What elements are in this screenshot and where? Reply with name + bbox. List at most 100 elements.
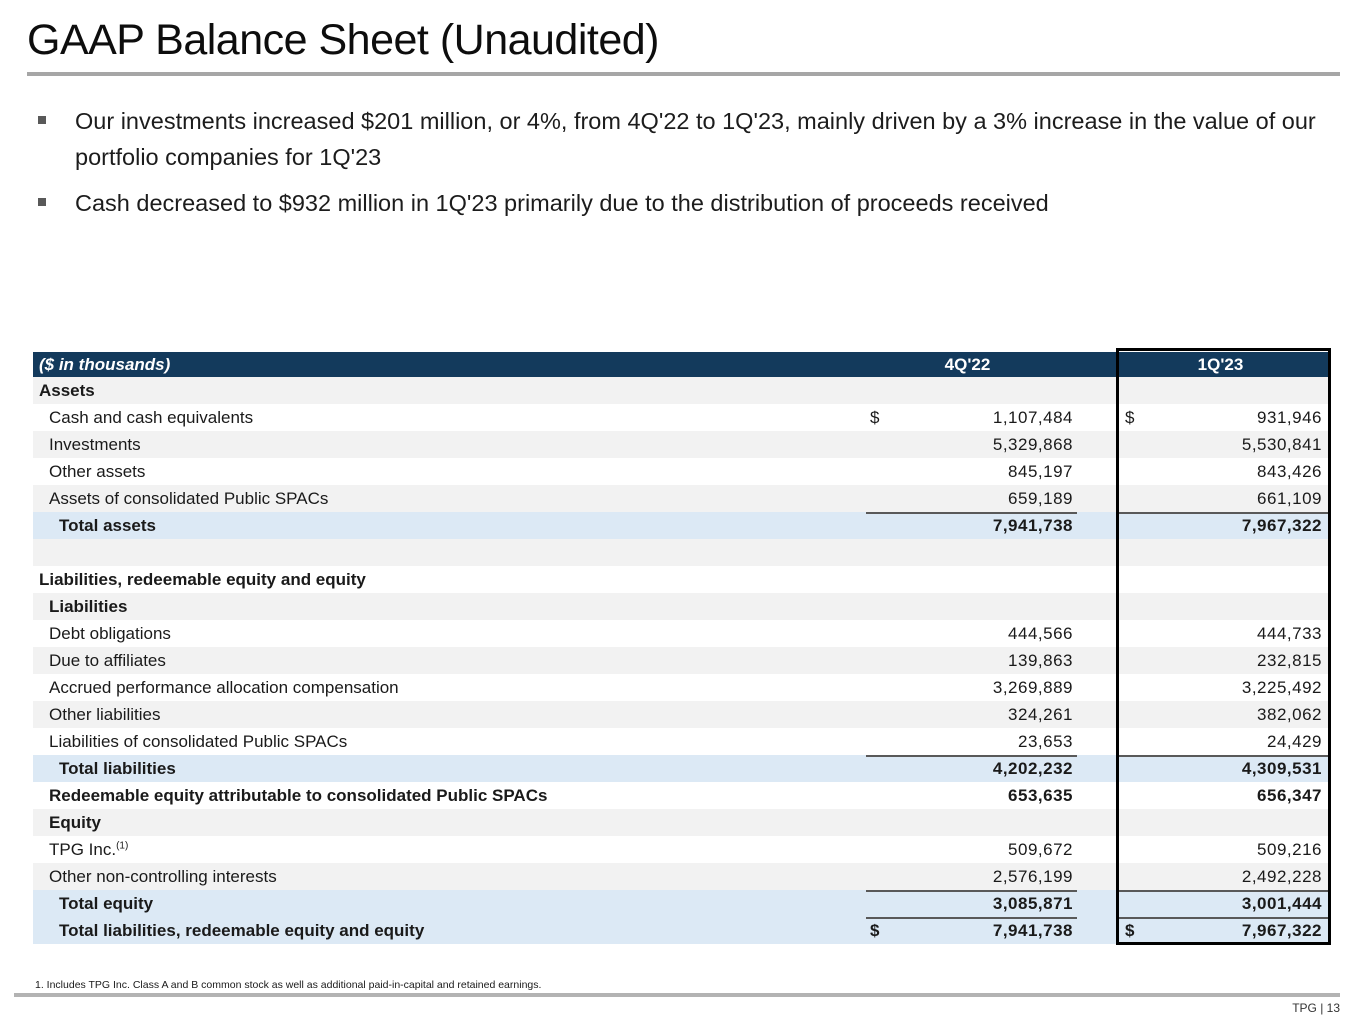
bullet-square-icon [38,185,75,221]
value-cell-1q23: 24,429 [1117,728,1330,755]
sum-line [1118,917,1328,919]
value-cell-4q22: $7,941,738 [862,917,1117,944]
cell-value: 444,566 [1008,623,1073,643]
bullet-text: Our investments increased $201 million, … [75,108,1316,170]
table-header-4q22: 4Q'22 [944,354,991,374]
bullet-list: Our investments increased $201 million, … [38,103,1338,221]
table-header-1q23: 1Q'23 [1197,354,1244,374]
table-row: Total assets 7,941,738 7,967,322 [33,512,1330,539]
table-row: Total liabilities, redeemable equity and… [33,917,1330,944]
value-cell-4q22: 2,576,199 [862,863,1117,890]
value-cell-4q22: 509,672 [862,836,1117,863]
value-cell-4q22: 3,269,889 [862,674,1117,701]
table-row: TPG Inc.(1) 509,672 509,216 [33,836,1330,863]
cell-value: 23,653 [1018,731,1073,751]
cell-value: 653,635 [1008,785,1073,805]
row-label: Assets [39,380,95,400]
value-cell-4q22: 659,189 [862,485,1117,512]
value-cell-4q22: 845,197 [862,458,1117,485]
dollar-sign: $ [870,407,880,427]
page-title: GAAP Balance Sheet (Unaudited) [27,16,660,64]
value-cell-1q23: 2,492,228 [1117,863,1330,890]
cell-value: 509,216 [1257,839,1322,859]
table-row: Accrued performance allocation compensat… [33,674,1330,701]
value-cell-4q22 [862,809,1117,836]
cell-value: 5,329,868 [992,434,1073,454]
cell-value: 845,197 [1008,461,1073,481]
value-cell-1q23: 661,109 [1117,485,1330,512]
cell-value: 2,576,199 [992,866,1073,886]
cell-value: 139,863 [1008,650,1073,670]
value-cell-1q23: 4,309,531 [1117,755,1330,782]
row-label: Other non-controlling interests [49,866,277,886]
cell-value: 3,085,871 [992,893,1073,913]
row-label: Liabilities [49,596,128,616]
table-row: Other liabilities 324,261 382,062 [33,701,1330,728]
balance-table-body: Assets Cash and cash equivalents $1,107,48… [33,377,1330,944]
sum-line [1118,512,1328,514]
sum-line [1118,890,1328,892]
table-row: Other non-controlling interests 2,576,199… [33,863,1330,890]
cell-value: 3,001,444 [1241,893,1322,913]
table-header-row: ($ in thousands) 4Q'22 1Q'23 [33,352,1330,377]
value-cell-4q22: $1,107,484 [862,404,1117,431]
value-cell-4q22: 23,653 [862,728,1117,755]
bullet-item: Cash decreased to $932 million in 1Q'23 … [38,185,1338,221]
table-row: Assets of consolidated Public SPACs 659,1… [33,485,1330,512]
value-cell-4q22 [862,593,1117,620]
bullet-square-icon [38,103,75,139]
value-cell-1q23 [1117,593,1330,620]
cell-value: 5,530,841 [1241,434,1322,454]
value-cell-1q23 [1117,809,1330,836]
sum-line [866,512,1077,514]
row-label: Due to affiliates [49,650,166,670]
table-row: Redeemable equity attributable to consol… [33,782,1330,809]
row-label: Investments [49,434,141,454]
value-cell-4q22: 4,202,232 [862,755,1117,782]
row-label: Debt obligations [49,623,171,643]
value-cell-1q23: 3,001,444 [1117,890,1330,917]
value-cell-1q23: 3,225,492 [1117,674,1330,701]
value-cell-1q23: 232,815 [1117,647,1330,674]
table-row: Due to affiliates 139,863 232,815 [33,647,1330,674]
value-cell-1q23: $7,967,322 [1117,917,1330,944]
value-cell-4q22: 139,863 [862,647,1117,674]
table-row: Debt obligations 444,566 444,733 [33,620,1330,647]
row-label: Other liabilities [49,704,161,724]
value-cell-4q22: 444,566 [862,620,1117,647]
dollar-sign: $ [1125,407,1135,427]
value-cell-4q22 [862,377,1117,404]
cell-value: 509,672 [1008,839,1073,859]
cell-value: 659,189 [1008,488,1073,508]
value-cell-1q23 [1117,377,1330,404]
row-label: Total liabilities, redeemable equity and… [59,920,425,940]
table-row: Investments 5,329,868 5,530,841 [33,431,1330,458]
row-label: Equity [49,812,101,832]
value-cell-1q23: 843,426 [1117,458,1330,485]
row-label: Total equity [59,893,154,913]
row-label: Liabilities, redeemable equity and equit… [39,569,366,589]
sum-line [866,917,1077,919]
table-row: Liabilities of consolidated Public SPACs… [33,728,1330,755]
cell-value: 661,109 [1257,488,1322,508]
value-cell-1q23: 444,733 [1117,620,1330,647]
cell-value: 843,426 [1257,461,1322,481]
cell-value: 931,946 [1257,407,1322,427]
title-divider [27,72,1340,76]
row-label: Accrued performance allocation compensat… [49,677,399,697]
value-cell-1q23: 382,062 [1117,701,1330,728]
table-row: Equity [33,809,1330,836]
cell-value: 7,967,322 [1241,920,1322,940]
cell-value: 24,429 [1267,731,1322,751]
row-label: Other assets [49,461,146,481]
value-cell-1q23: 7,967,322 [1117,512,1330,539]
cell-value: 232,815 [1257,650,1322,670]
value-cell-4q22: 324,261 [862,701,1117,728]
table-row: Assets [33,377,1330,404]
value-cell-4q22 [862,566,1117,593]
sum-line [1118,755,1328,757]
footnote-ref: (1) [116,839,129,851]
table-header-units: ($ in thousands) [39,354,171,374]
table-row: Total equity 3,085,871 3,001,444 [33,890,1330,917]
